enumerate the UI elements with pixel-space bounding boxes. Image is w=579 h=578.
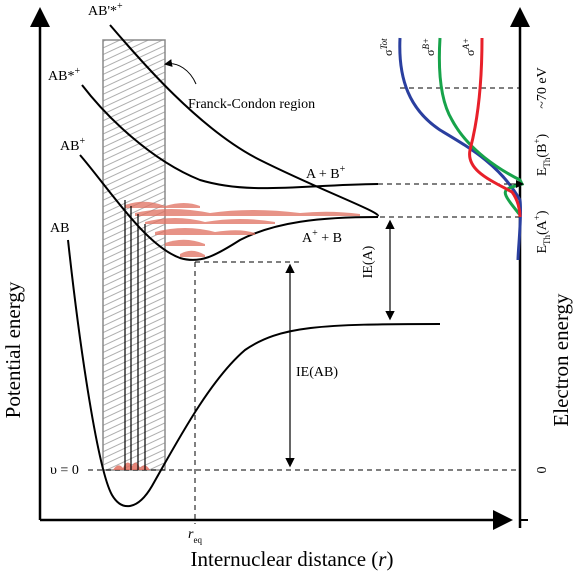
label-franck-condon: Franck-Condon region xyxy=(188,97,315,112)
left-y-axis-title: Potential energy xyxy=(1,281,25,418)
sigma-a-plus-curve xyxy=(468,37,522,218)
continuum-wavepackets xyxy=(125,201,360,257)
label-zero: 0 xyxy=(535,467,550,474)
right-y-axis-title: Electron energy xyxy=(549,293,573,427)
label-eth-b: ETh(B+) xyxy=(532,134,552,177)
franck-condon-pointer xyxy=(164,59,197,85)
x-axis-title: Internuclear distance (r) xyxy=(191,547,394,571)
label-sigma-a-plus: σA+ xyxy=(461,38,477,56)
label-eth-a: ETh(A+) xyxy=(532,210,552,253)
label-aplus-b: A+ + B xyxy=(302,228,342,246)
label-sigma-b-plus: σB+ xyxy=(421,38,437,56)
label-v0: υ = 0 xyxy=(50,463,79,478)
label-ab: AB xyxy=(50,221,69,236)
curve-ab-dstar-plus xyxy=(109,24,380,217)
curve-ab-plus xyxy=(79,154,379,261)
label-r-eq: req xyxy=(188,527,202,545)
label-sigma-tot: σTot xyxy=(379,38,395,56)
label-ie-a: IE(A) xyxy=(361,245,376,278)
label-a-bplus: A + B+ xyxy=(306,164,346,182)
franck-condon-region xyxy=(102,39,166,471)
label-ab-star-plus: AB*+ xyxy=(48,66,80,84)
label-ab-dstar-plus: AB'*+ xyxy=(88,1,123,19)
sigma-tot-curve xyxy=(398,37,523,261)
label-ab-plus: AB+ xyxy=(60,136,85,154)
label-ie-ab: IE(AB) xyxy=(296,365,338,380)
vertical-transitions xyxy=(124,200,146,470)
label-seventy-ev: ~70 eV xyxy=(535,67,550,108)
